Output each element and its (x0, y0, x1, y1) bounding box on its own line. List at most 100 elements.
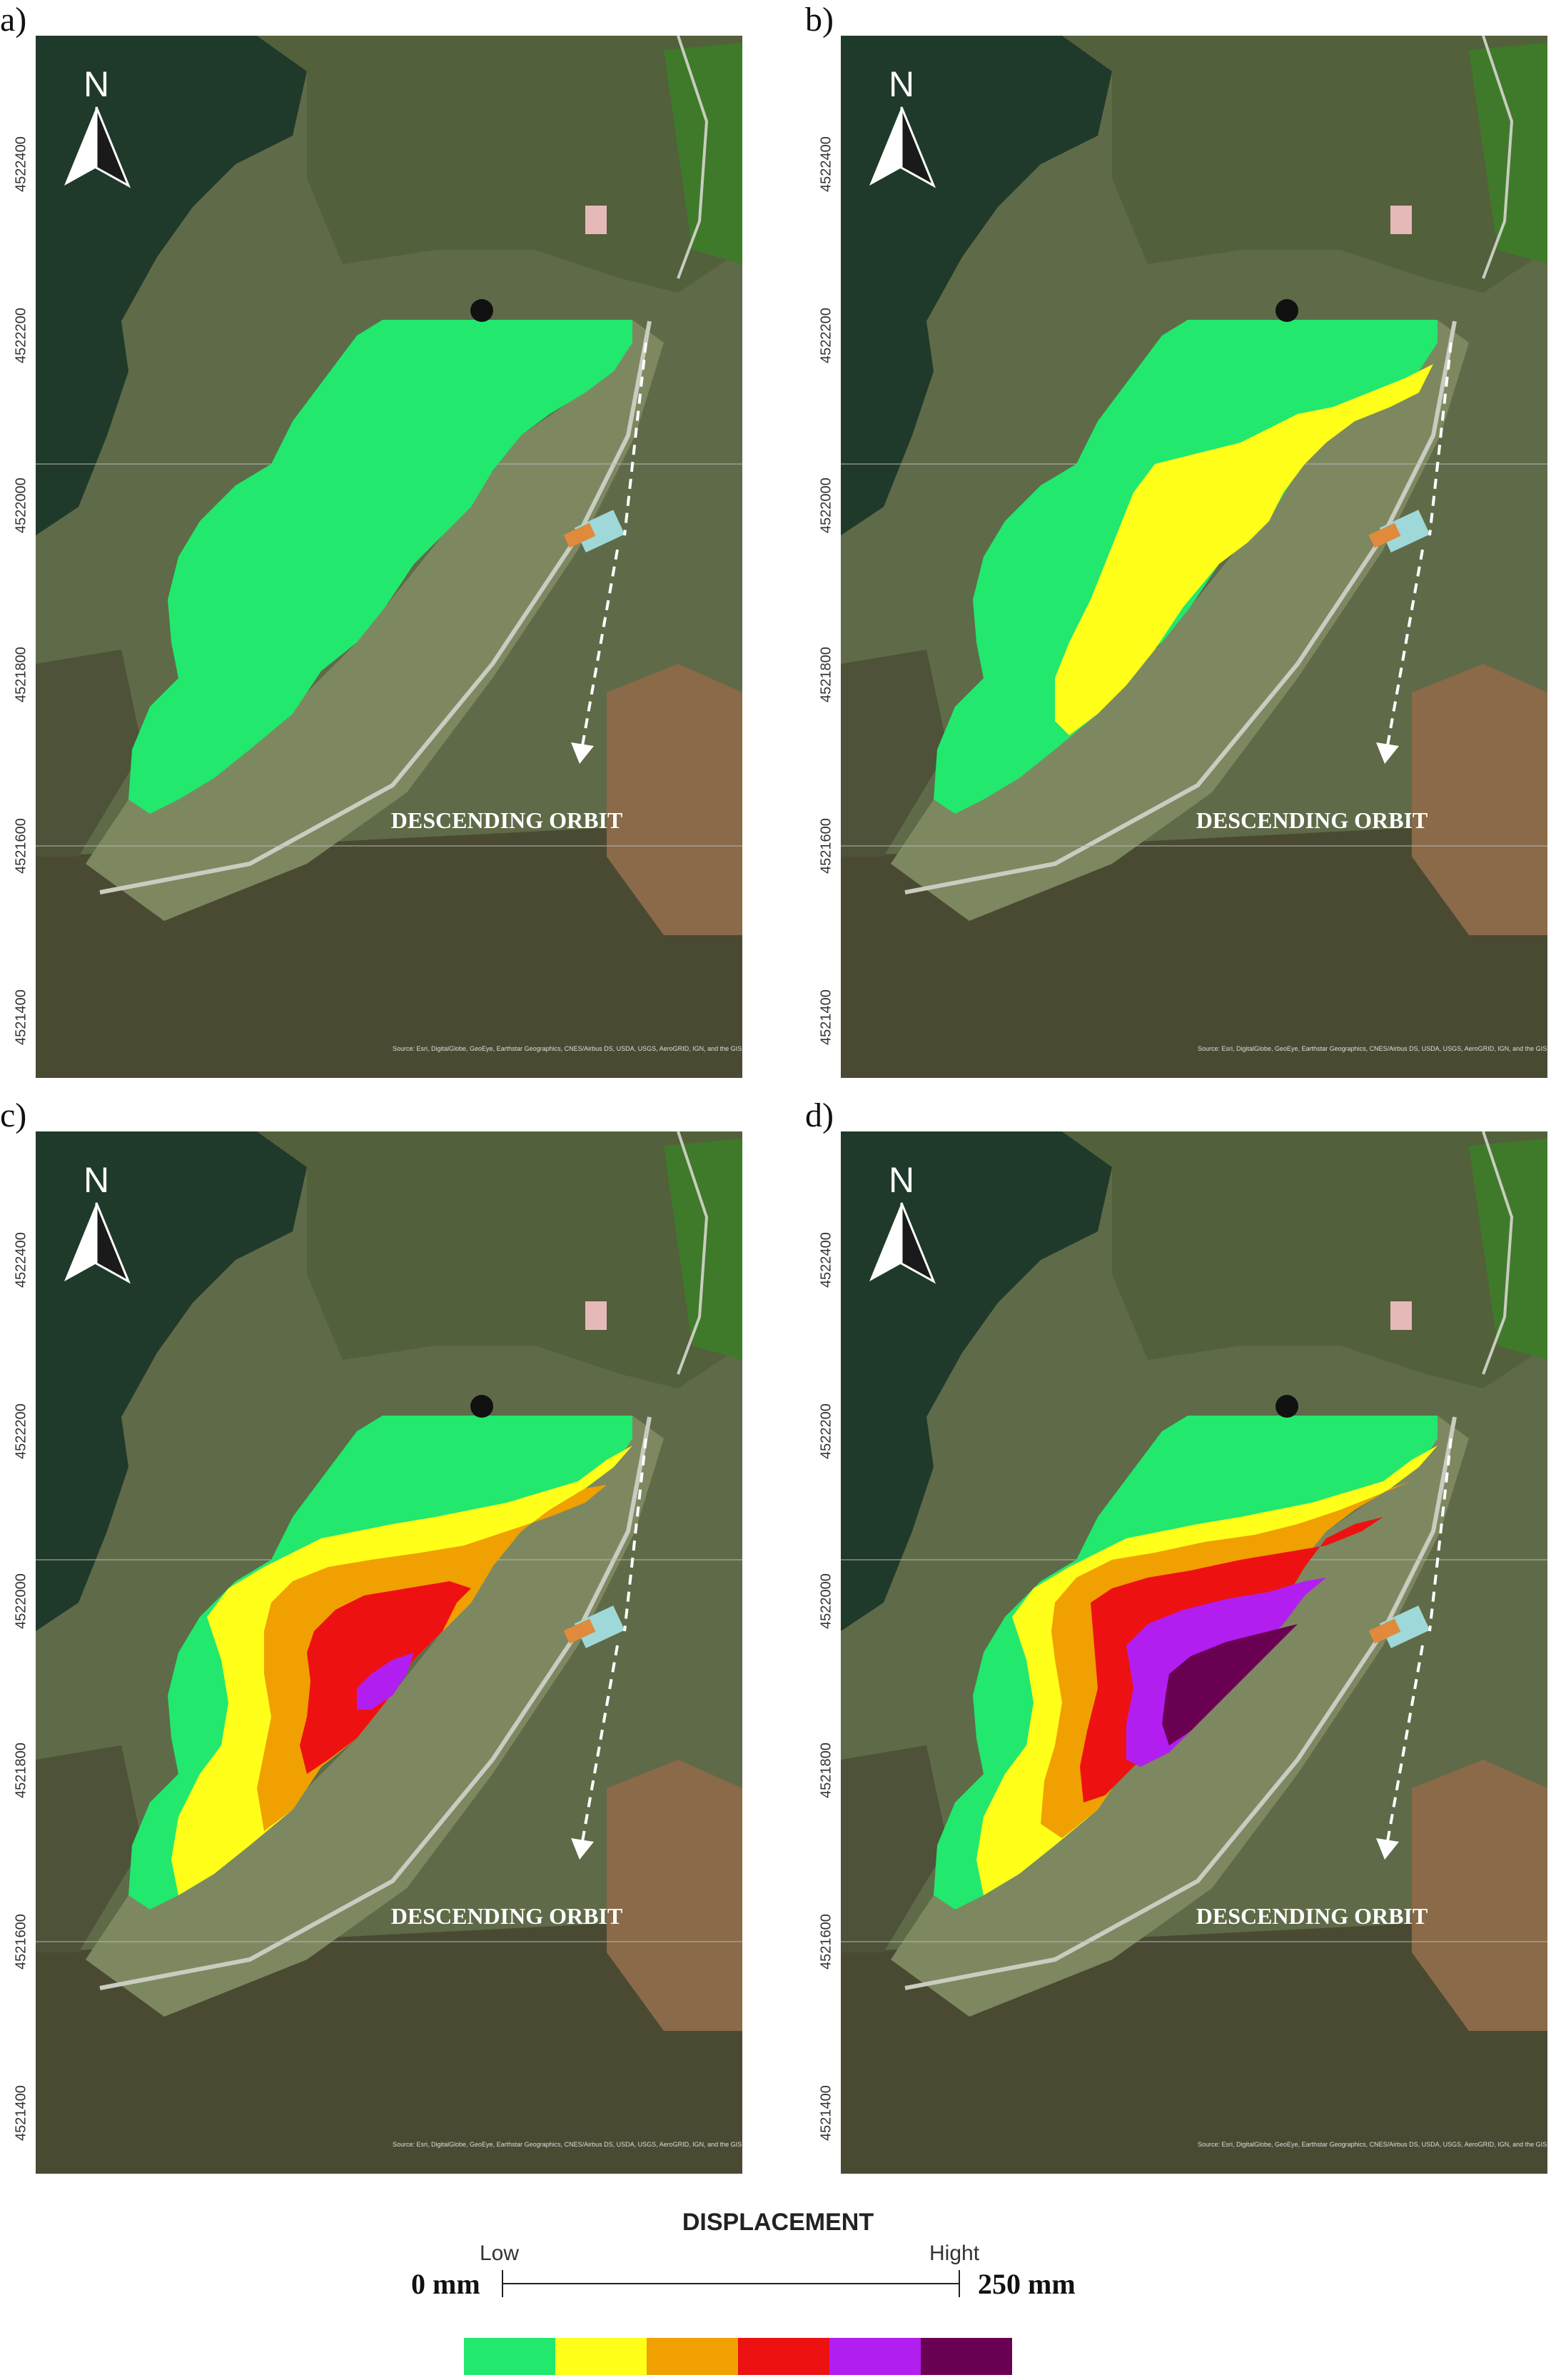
northing-tick-label: 4522200 (818, 308, 834, 363)
spillway-structure (1368, 1605, 1430, 1648)
map-attribution: Source: Esri, DigitalGlobe, GeoEye, Eart… (393, 1045, 742, 1052)
north-label: N (84, 1160, 109, 1200)
legend-swatch (921, 2338, 1012, 2375)
legend-high-label: Hight (929, 2242, 980, 2265)
north-label: N (84, 64, 109, 104)
displacement-zone (1055, 364, 1433, 735)
orbit-direction-arrow-icon (1376, 1438, 1453, 1860)
northing-tick-label: 4522200 (13, 308, 29, 363)
forest-area (36, 1745, 143, 1952)
map-canvas: N DESCENDING ORBIT Source: Esri, DigitalGl… (841, 1131, 1547, 2174)
forest-area (841, 650, 948, 857)
building (585, 1301, 607, 1330)
map-panel: b)58910058910058920058920058930058930058… (805, 0, 1551, 1092)
dam-embankment (86, 320, 664, 921)
legend-swatch (555, 2338, 647, 2375)
northing-tick-label: 4521800 (818, 1743, 834, 1798)
access-road (1482, 1131, 1514, 1375)
spillway-structure (563, 1605, 625, 1648)
bare-soil-area (607, 664, 742, 935)
displacement-zone (128, 320, 632, 814)
orbit-direction-arrow-icon (1376, 342, 1453, 764)
northing-tick-label: 4522000 (13, 1573, 29, 1629)
displacement-zone (1162, 1624, 1298, 1745)
satellite-map: N DESCENDING ORBIT Source: Esri, DigitalGl… (36, 36, 742, 1078)
northing-tick-label: 4522400 (818, 136, 834, 192)
legend-min-value: 0 mm (411, 2268, 480, 2300)
crest-road (904, 321, 1457, 894)
forest-area (36, 650, 143, 857)
legend-swatch (738, 2338, 829, 2375)
satellite-map: N DESCENDING ORBIT Source: Esri, DigitalGl… (36, 1131, 742, 2174)
northing-tick-label: 4521400 (13, 989, 29, 1045)
north-arrow-icon (64, 106, 131, 188)
map-canvas: N DESCENDING ORBIT Source: Esri, DigitalGl… (36, 36, 742, 1078)
orbit-label: DESCENDING ORBIT (391, 807, 623, 833)
north-label: N (889, 1160, 914, 1200)
spillway-structure (563, 510, 625, 553)
crest-road (904, 1416, 1457, 1990)
building (585, 206, 607, 234)
access-road (1482, 36, 1514, 279)
map-panel: c)58910058910058920058920058930058930058… (0, 1096, 746, 2188)
northing-tick-label: 4522400 (13, 1232, 29, 1288)
northing-tick-label: 4521600 (13, 1914, 29, 1970)
panel-label: d) (805, 1096, 834, 1134)
satellite-map: N DESCENDING ORBIT Source: Esri, DigitalGl… (841, 36, 1547, 1078)
displacement-zone (357, 1653, 414, 1710)
map-attribution: Source: Esri, DigitalGlobe, GeoEye, Eart… (393, 2141, 742, 2148)
northing-tick-label: 4522000 (818, 478, 834, 533)
crest-road (99, 321, 652, 894)
map-attribution: Source: Esri, DigitalGlobe, GeoEye, Eart… (1198, 1045, 1547, 1052)
map-canvas: N DESCENDING ORBIT Source: Esri, DigitalGl… (841, 36, 1547, 1078)
northing-tick-label: 4522200 (13, 1403, 29, 1459)
legend-title: DISPLACEMENT (682, 2209, 874, 2236)
map-attribution: Source: Esri, DigitalGlobe, GeoEye, Eart… (1198, 2141, 1547, 2148)
satellite-map: N DESCENDING ORBIT Source: Esri, DigitalGl… (841, 1131, 1547, 2174)
dam-embankment (891, 320, 1469, 921)
map-panel: a)58910058910058920058920058930058930058… (0, 0, 746, 1092)
hillside (257, 1131, 742, 1388)
northing-tick-label: 4521800 (818, 647, 834, 702)
northing-tick-label: 4522000 (13, 478, 29, 533)
northing-tick-label: 4521400 (818, 2085, 834, 2141)
intake-tower (470, 1395, 493, 1418)
dam-embankment (86, 1416, 664, 2017)
legend-swatch (464, 2338, 555, 2375)
forest-area (841, 1745, 948, 1952)
northing-tick-label: 4521800 (13, 1743, 29, 1798)
northing-tick-label: 4521400 (13, 2085, 29, 2141)
bare-soil-area (1412, 1760, 1547, 2031)
building (1390, 1301, 1412, 1330)
orbit-direction-arrow-icon (571, 342, 647, 764)
hillside (1062, 36, 1547, 293)
orbit-label: DESCENDING ORBIT (1196, 1903, 1428, 1929)
hillside (257, 36, 742, 293)
intake-tower (1275, 1395, 1298, 1418)
legend-max-value: 250 mm (978, 2268, 1076, 2300)
legend-scale-bar (502, 2270, 960, 2297)
bare-soil-area (1412, 664, 1547, 935)
panel-label: b) (805, 1, 834, 39)
legend-swatch (647, 2338, 738, 2375)
legend-swatch (829, 2338, 921, 2375)
legend-low-label: Low (480, 2242, 520, 2265)
northing-tick-label: 4521600 (818, 818, 834, 874)
hillside (1062, 1131, 1547, 1388)
intake-tower (1275, 299, 1298, 322)
northing-tick-label: 4521800 (13, 647, 29, 702)
map-canvas: N DESCENDING ORBIT Source: Esri, DigitalGl… (36, 1131, 742, 2174)
bare-soil-area (607, 1760, 742, 2031)
northing-tick-label: 4522200 (818, 1403, 834, 1459)
legend-color-ramp (464, 2338, 1012, 2375)
northing-tick-label: 4521400 (818, 989, 834, 1045)
building (1390, 206, 1412, 234)
northing-tick-label: 4521600 (818, 1914, 834, 1970)
northing-tick-label: 4521600 (13, 818, 29, 874)
access-road (677, 1131, 709, 1375)
northing-tick-label: 4522400 (13, 136, 29, 192)
northing-tick-label: 4522000 (818, 1573, 834, 1629)
north-arrow-icon (869, 1202, 936, 1284)
orbit-direction-arrow-icon (571, 1438, 647, 1860)
access-road (677, 36, 709, 279)
